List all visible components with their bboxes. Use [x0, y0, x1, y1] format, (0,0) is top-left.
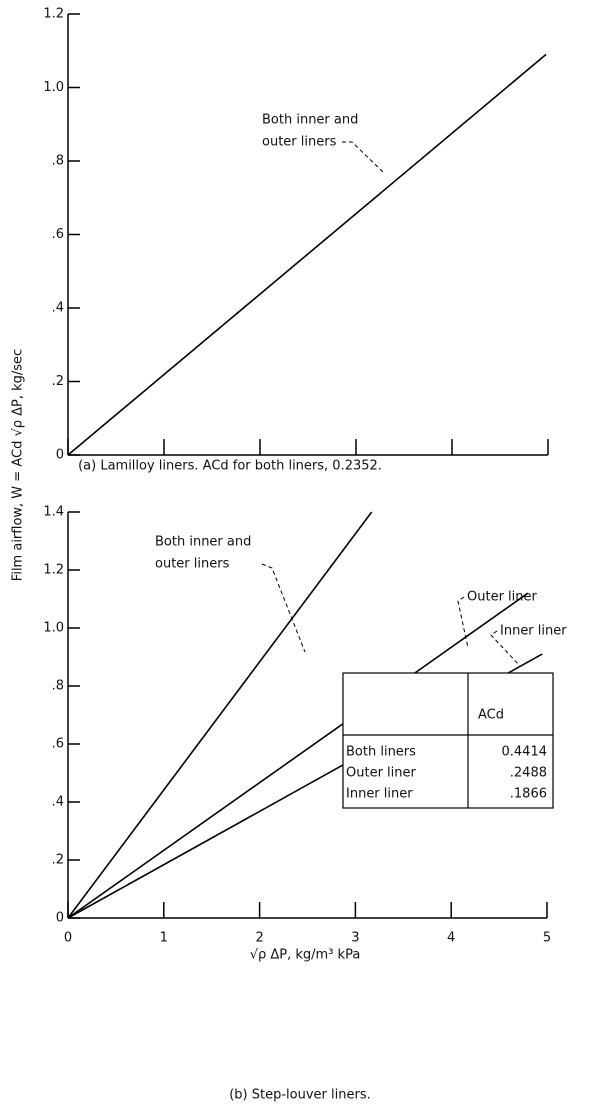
- annotation: Both inner and: [262, 113, 358, 128]
- y-tick-label: .4: [52, 301, 64, 316]
- table-cell: Both liners: [346, 745, 416, 760]
- x-tick-label: 1: [160, 931, 168, 946]
- data-line: [67, 53, 547, 456]
- y-tick-label: .2: [52, 374, 64, 389]
- y-tick-label: .8: [52, 154, 64, 169]
- table-cell: .2488: [510, 766, 547, 781]
- y-axis-label: Film airflow, W = ACd √ρ ΔP, kg/sec: [11, 349, 26, 581]
- x-tick-label: 5: [543, 931, 551, 946]
- y-tick-label: 0: [56, 911, 64, 926]
- leader-line: [457, 596, 469, 649]
- y-tick-label: 1.2: [43, 7, 64, 22]
- y-tick-label: 1.4: [43, 505, 64, 520]
- x-tick-label: 4: [447, 931, 455, 946]
- data-line: [67, 511, 373, 919]
- table-cell: .1866: [510, 787, 547, 802]
- x-tick-label: 3: [351, 931, 359, 946]
- y-tick-label: 0: [56, 448, 64, 463]
- caption: (a) Lamilloy liners. ACd for both liners…: [78, 459, 382, 474]
- table-cell: Inner liner: [346, 787, 413, 802]
- y-tick-label: .8: [52, 679, 64, 694]
- caption: (b) Step-louver liners.: [229, 1088, 371, 1103]
- x-tick-label: 2: [255, 931, 263, 946]
- annotation: Inner liner: [500, 624, 567, 639]
- annotation: outer liners: [262, 135, 337, 150]
- y-tick-label: 1.0: [43, 80, 64, 95]
- leader-line: [261, 563, 306, 653]
- y-tick-label: .6: [52, 737, 64, 752]
- data-line: [67, 592, 529, 919]
- y-tick-label: .2: [52, 853, 64, 868]
- table-cell: Outer liner: [346, 766, 417, 781]
- annotation: Outer liner: [467, 590, 538, 605]
- x-axis-label: √ρ ΔP, kg/m³ kPa: [250, 948, 361, 963]
- annotation: Both inner and: [155, 535, 251, 550]
- leader-line: [342, 141, 384, 173]
- table-box: [342, 672, 554, 809]
- x-tick-label: 0: [64, 931, 72, 946]
- table-cell: 0.4414: [502, 745, 548, 760]
- y-tick-label: .6: [52, 227, 64, 242]
- y-tick-label: 1.2: [43, 563, 64, 578]
- y-tick-label: 1.0: [43, 621, 64, 636]
- table-header: ACd: [478, 708, 504, 723]
- y-tick-label: .4: [52, 795, 64, 810]
- annotation: outer liners: [155, 557, 230, 572]
- leader-line: [490, 630, 521, 667]
